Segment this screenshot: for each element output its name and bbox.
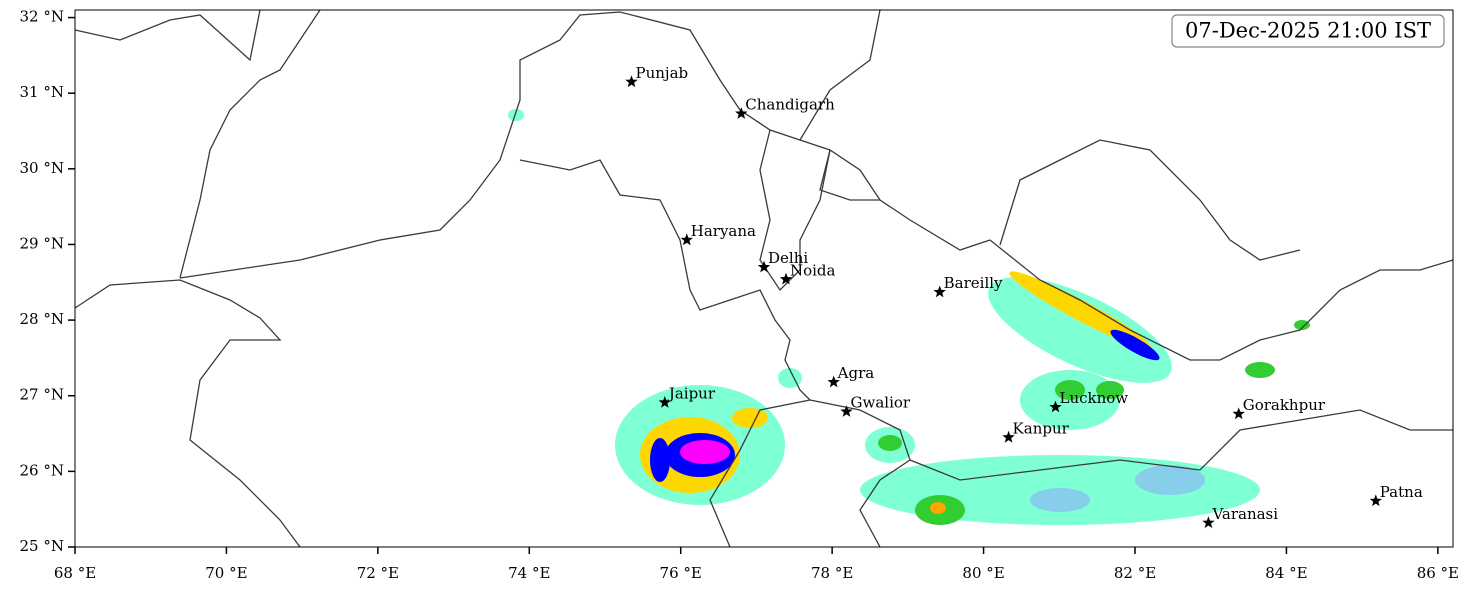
- place-marker: [735, 107, 748, 119]
- place-label: Jaipur: [667, 385, 716, 403]
- x-tick-label: 70 °E: [205, 564, 247, 582]
- frame: [74, 9, 1454, 548]
- place-label: Lucknow: [1060, 389, 1129, 407]
- y-tick-label: 31 °N: [20, 83, 64, 101]
- x-tick-label: 80 °E: [962, 564, 1004, 582]
- place-marker: [680, 233, 693, 246]
- title-box: [1171, 14, 1445, 48]
- place-marker: [1232, 407, 1245, 420]
- place-marker: [625, 75, 638, 88]
- place-marker: [1202, 516, 1215, 529]
- y-tick-label: 28 °N: [20, 310, 64, 328]
- place-marker: [757, 260, 771, 273]
- x-tick-label: 78 °E: [811, 564, 853, 582]
- place-marker: [1049, 400, 1062, 413]
- place-label: Kanpur: [1013, 419, 1070, 437]
- place-label: Agra: [837, 364, 875, 382]
- place-marker: [933, 285, 946, 298]
- place-marker: [827, 375, 840, 388]
- place-marker: [1369, 494, 1382, 507]
- y-tick-label: 25 °N: [20, 537, 64, 555]
- y-tick-label: 27 °N: [20, 386, 64, 404]
- place-marker: [779, 272, 793, 285]
- x-tick-label: 74 °E: [508, 564, 550, 582]
- x-tick-label: 76 °E: [660, 564, 702, 582]
- place-marker: [1002, 430, 1015, 443]
- x-tick-label: 68 °E: [54, 564, 96, 582]
- place-label: Patna: [1380, 483, 1423, 501]
- x-tick-label: 84 °E: [1265, 564, 1307, 582]
- place-label: Noida: [790, 261, 836, 279]
- precipitation: [508, 109, 1310, 525]
- place-label: Gwalior: [851, 394, 911, 412]
- borders: [74, 9, 1454, 548]
- place-label: Haryana: [691, 222, 756, 240]
- place-label: Delhi: [768, 249, 808, 267]
- x-tick-label: 82 °E: [1114, 564, 1156, 582]
- place-label: Punjab: [636, 64, 689, 82]
- place-label: Varanasi: [1211, 505, 1278, 523]
- y-tick-label: 30 °N: [20, 159, 64, 177]
- map-title: 07-Dec-2025 21:00 IST: [1185, 19, 1431, 43]
- x-tick-label: 72 °E: [357, 564, 399, 582]
- y-tick-label: 32 °N: [20, 8, 64, 26]
- place-label: Gorakhpur: [1243, 396, 1326, 414]
- y-tick-label: 29 °N: [20, 234, 64, 252]
- x-tick-label: 86 °E: [1417, 564, 1459, 582]
- place-marker: [658, 396, 671, 408]
- place-label: Bareilly: [944, 274, 1003, 292]
- y-tick-label: 26 °N: [20, 461, 64, 479]
- place-marker: [840, 405, 853, 417]
- place-label: Chandigarh: [745, 96, 835, 114]
